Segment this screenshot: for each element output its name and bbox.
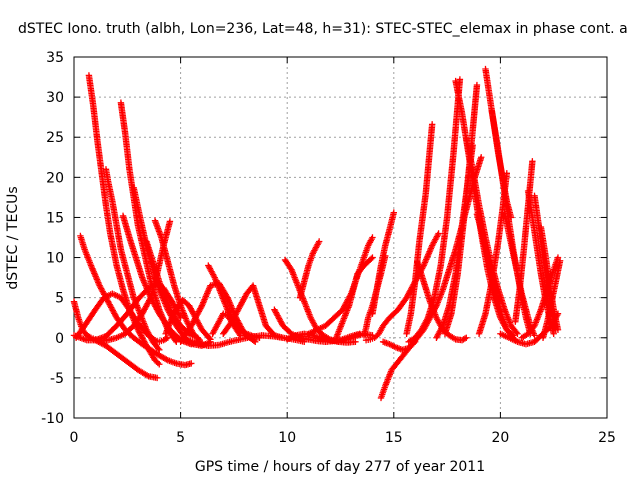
data-points — [70, 65, 564, 402]
y-tick-label: 15 — [46, 210, 64, 226]
data-point — [237, 332, 244, 339]
data-point — [456, 76, 464, 83]
data-point — [478, 154, 485, 161]
data-point — [206, 334, 213, 342]
y-tick-label: 20 — [46, 170, 64, 186]
data-point — [473, 81, 481, 89]
data-point — [177, 314, 184, 321]
data-point — [156, 361, 163, 368]
chart-title: dSTEC Iono. truth (albh, Lon=236, Lat=48… — [18, 21, 628, 37]
data-point — [279, 334, 287, 341]
series-arc — [518, 254, 562, 341]
series-arc — [379, 338, 419, 354]
data-point — [163, 335, 170, 342]
data-point — [156, 346, 163, 354]
series-arc — [296, 238, 323, 301]
plot-area — [73, 56, 608, 419]
x-axis-tick-labels: 0 5 10 15 20 25 — [70, 430, 616, 446]
data-point — [390, 209, 397, 216]
data-point — [154, 359, 162, 367]
y-tick-label: 35 — [46, 50, 64, 66]
data-point — [554, 326, 562, 333]
data-point — [195, 335, 202, 343]
y-tick-label: -10 — [41, 411, 64, 427]
data-point — [513, 329, 520, 336]
x-axis-label: GPS time / hours of day 277 of year 2011 — [195, 459, 485, 475]
data-point — [554, 254, 562, 261]
data-point — [463, 334, 470, 341]
series-arc — [369, 209, 397, 317]
data-point — [197, 303, 205, 311]
y-tick-label: 0 — [55, 331, 64, 347]
data-point — [176, 313, 184, 320]
series-arc — [220, 282, 287, 341]
series-arc — [333, 254, 376, 341]
series-arc — [539, 257, 564, 341]
x-tick-label: 10 — [278, 430, 296, 446]
data-point — [315, 238, 323, 245]
data-point — [207, 336, 214, 343]
data-point — [369, 234, 376, 241]
x-tick-label: 20 — [491, 430, 509, 446]
data-point — [250, 337, 258, 344]
x-tick-label: 0 — [70, 430, 79, 446]
data-point — [188, 360, 195, 367]
data-point — [529, 158, 536, 165]
data-point — [428, 121, 436, 128]
data-point — [153, 374, 161, 382]
data-point — [503, 170, 510, 177]
y-tick-label: 30 — [46, 90, 64, 106]
data-point — [155, 345, 162, 352]
data-point — [435, 230, 442, 237]
y-tick-label: 10 — [46, 251, 64, 267]
x-tick-label: 25 — [598, 430, 616, 446]
data-point — [556, 257, 564, 264]
data-point — [461, 335, 469, 342]
axis-ticks — [73, 56, 608, 419]
y-axis-tick-labels: -10 -5 0 5 10 15 20 25 30 35 — [41, 50, 64, 427]
series-arc — [473, 211, 519, 344]
data-point — [554, 310, 562, 317]
y-axis-label: dSTEC / TECUs — [5, 186, 21, 289]
plot-border — [73, 56, 608, 419]
grid-lines — [74, 57, 607, 418]
data-point — [550, 330, 557, 337]
y-tick-label: 5 — [55, 291, 64, 307]
data-point — [163, 356, 170, 363]
data-point — [531, 332, 538, 339]
x-tick-label: 5 — [176, 430, 185, 446]
data-point — [352, 338, 359, 345]
data-point — [256, 334, 263, 341]
series-arc — [414, 258, 470, 344]
series-arc — [475, 170, 510, 337]
x-tick-label: 15 — [385, 430, 403, 446]
data-point — [164, 334, 172, 341]
data-point — [236, 330, 243, 338]
series-arc — [102, 166, 163, 354]
data-point — [368, 255, 375, 262]
y-tick-label: 25 — [46, 130, 64, 146]
series-arc — [92, 336, 161, 382]
y-tick-label: -5 — [50, 371, 64, 387]
data-point — [369, 254, 376, 261]
data-point — [514, 330, 521, 337]
data-point — [166, 218, 174, 225]
